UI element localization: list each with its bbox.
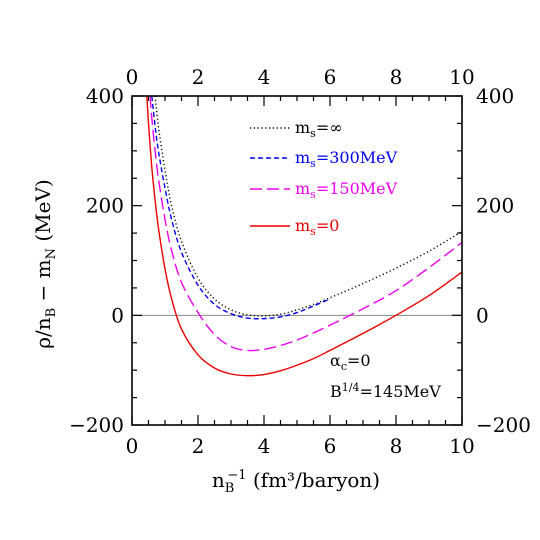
y-tick-label-left: −200 bbox=[69, 413, 124, 437]
legend-item-ms-0: ms=0 bbox=[250, 216, 339, 238]
x-axis-label: nB−1 (fm³/baryon) bbox=[212, 468, 380, 496]
y-tick-label-left: 0 bbox=[111, 303, 124, 327]
x-tick-label-top: 8 bbox=[390, 65, 403, 89]
x-tick-label-bottom: 10 bbox=[449, 434, 474, 458]
series-line-3 bbox=[146, 96, 462, 377]
x-tick-label-top: 6 bbox=[324, 65, 337, 89]
x-tick-label-bottom: 8 bbox=[390, 434, 403, 458]
series-line-2 bbox=[149, 96, 462, 352]
plot-area bbox=[132, 96, 462, 377]
x-tick-label-bottom: 4 bbox=[258, 434, 271, 458]
x-tick-label-bottom: 2 bbox=[192, 434, 205, 458]
legend-item-ms-300: ms=300MeV bbox=[250, 148, 398, 170]
legend: ms=∞ ms=300MeV ms=150MeV ms=0 bbox=[250, 118, 398, 238]
y-tick-label-left: 200 bbox=[86, 194, 124, 218]
x-tick-label-bottom: 0 bbox=[126, 434, 139, 458]
y-tick-label-right: 0 bbox=[476, 303, 489, 327]
legend-label-ms-150: ms=150MeV bbox=[295, 179, 398, 201]
y-axis-label: ρ/nB − mN (MeV) bbox=[31, 179, 59, 349]
series-line-1 bbox=[151, 96, 331, 320]
x-tick-label-top: 10 bbox=[449, 65, 474, 89]
series-line-0 bbox=[154, 96, 462, 317]
y-tick-label-right: −200 bbox=[476, 413, 531, 437]
x-tick-label-top: 4 bbox=[258, 65, 271, 89]
legend-item-ms-150: ms=150MeV bbox=[250, 179, 398, 201]
legend-label-ms-300: ms=300MeV bbox=[295, 148, 398, 170]
y-tick-label-right: 400 bbox=[476, 84, 514, 108]
legend-item-ms-inf: ms=∞ bbox=[250, 118, 343, 140]
annotation-alpha-c: αc=0 bbox=[330, 351, 371, 373]
annotation-bag-constant: B1/4=145MeV bbox=[330, 381, 441, 401]
x-tick-label-top: 2 bbox=[192, 65, 205, 89]
legend-label-ms-0: ms=0 bbox=[295, 216, 339, 238]
x-tick-label-bottom: 6 bbox=[324, 434, 337, 458]
x-tick-label-top: 0 bbox=[126, 65, 139, 89]
legend-label-ms-inf: ms=∞ bbox=[295, 118, 343, 140]
y-tick-label-right: 200 bbox=[476, 194, 514, 218]
y-tick-label-left: 400 bbox=[86, 84, 124, 108]
